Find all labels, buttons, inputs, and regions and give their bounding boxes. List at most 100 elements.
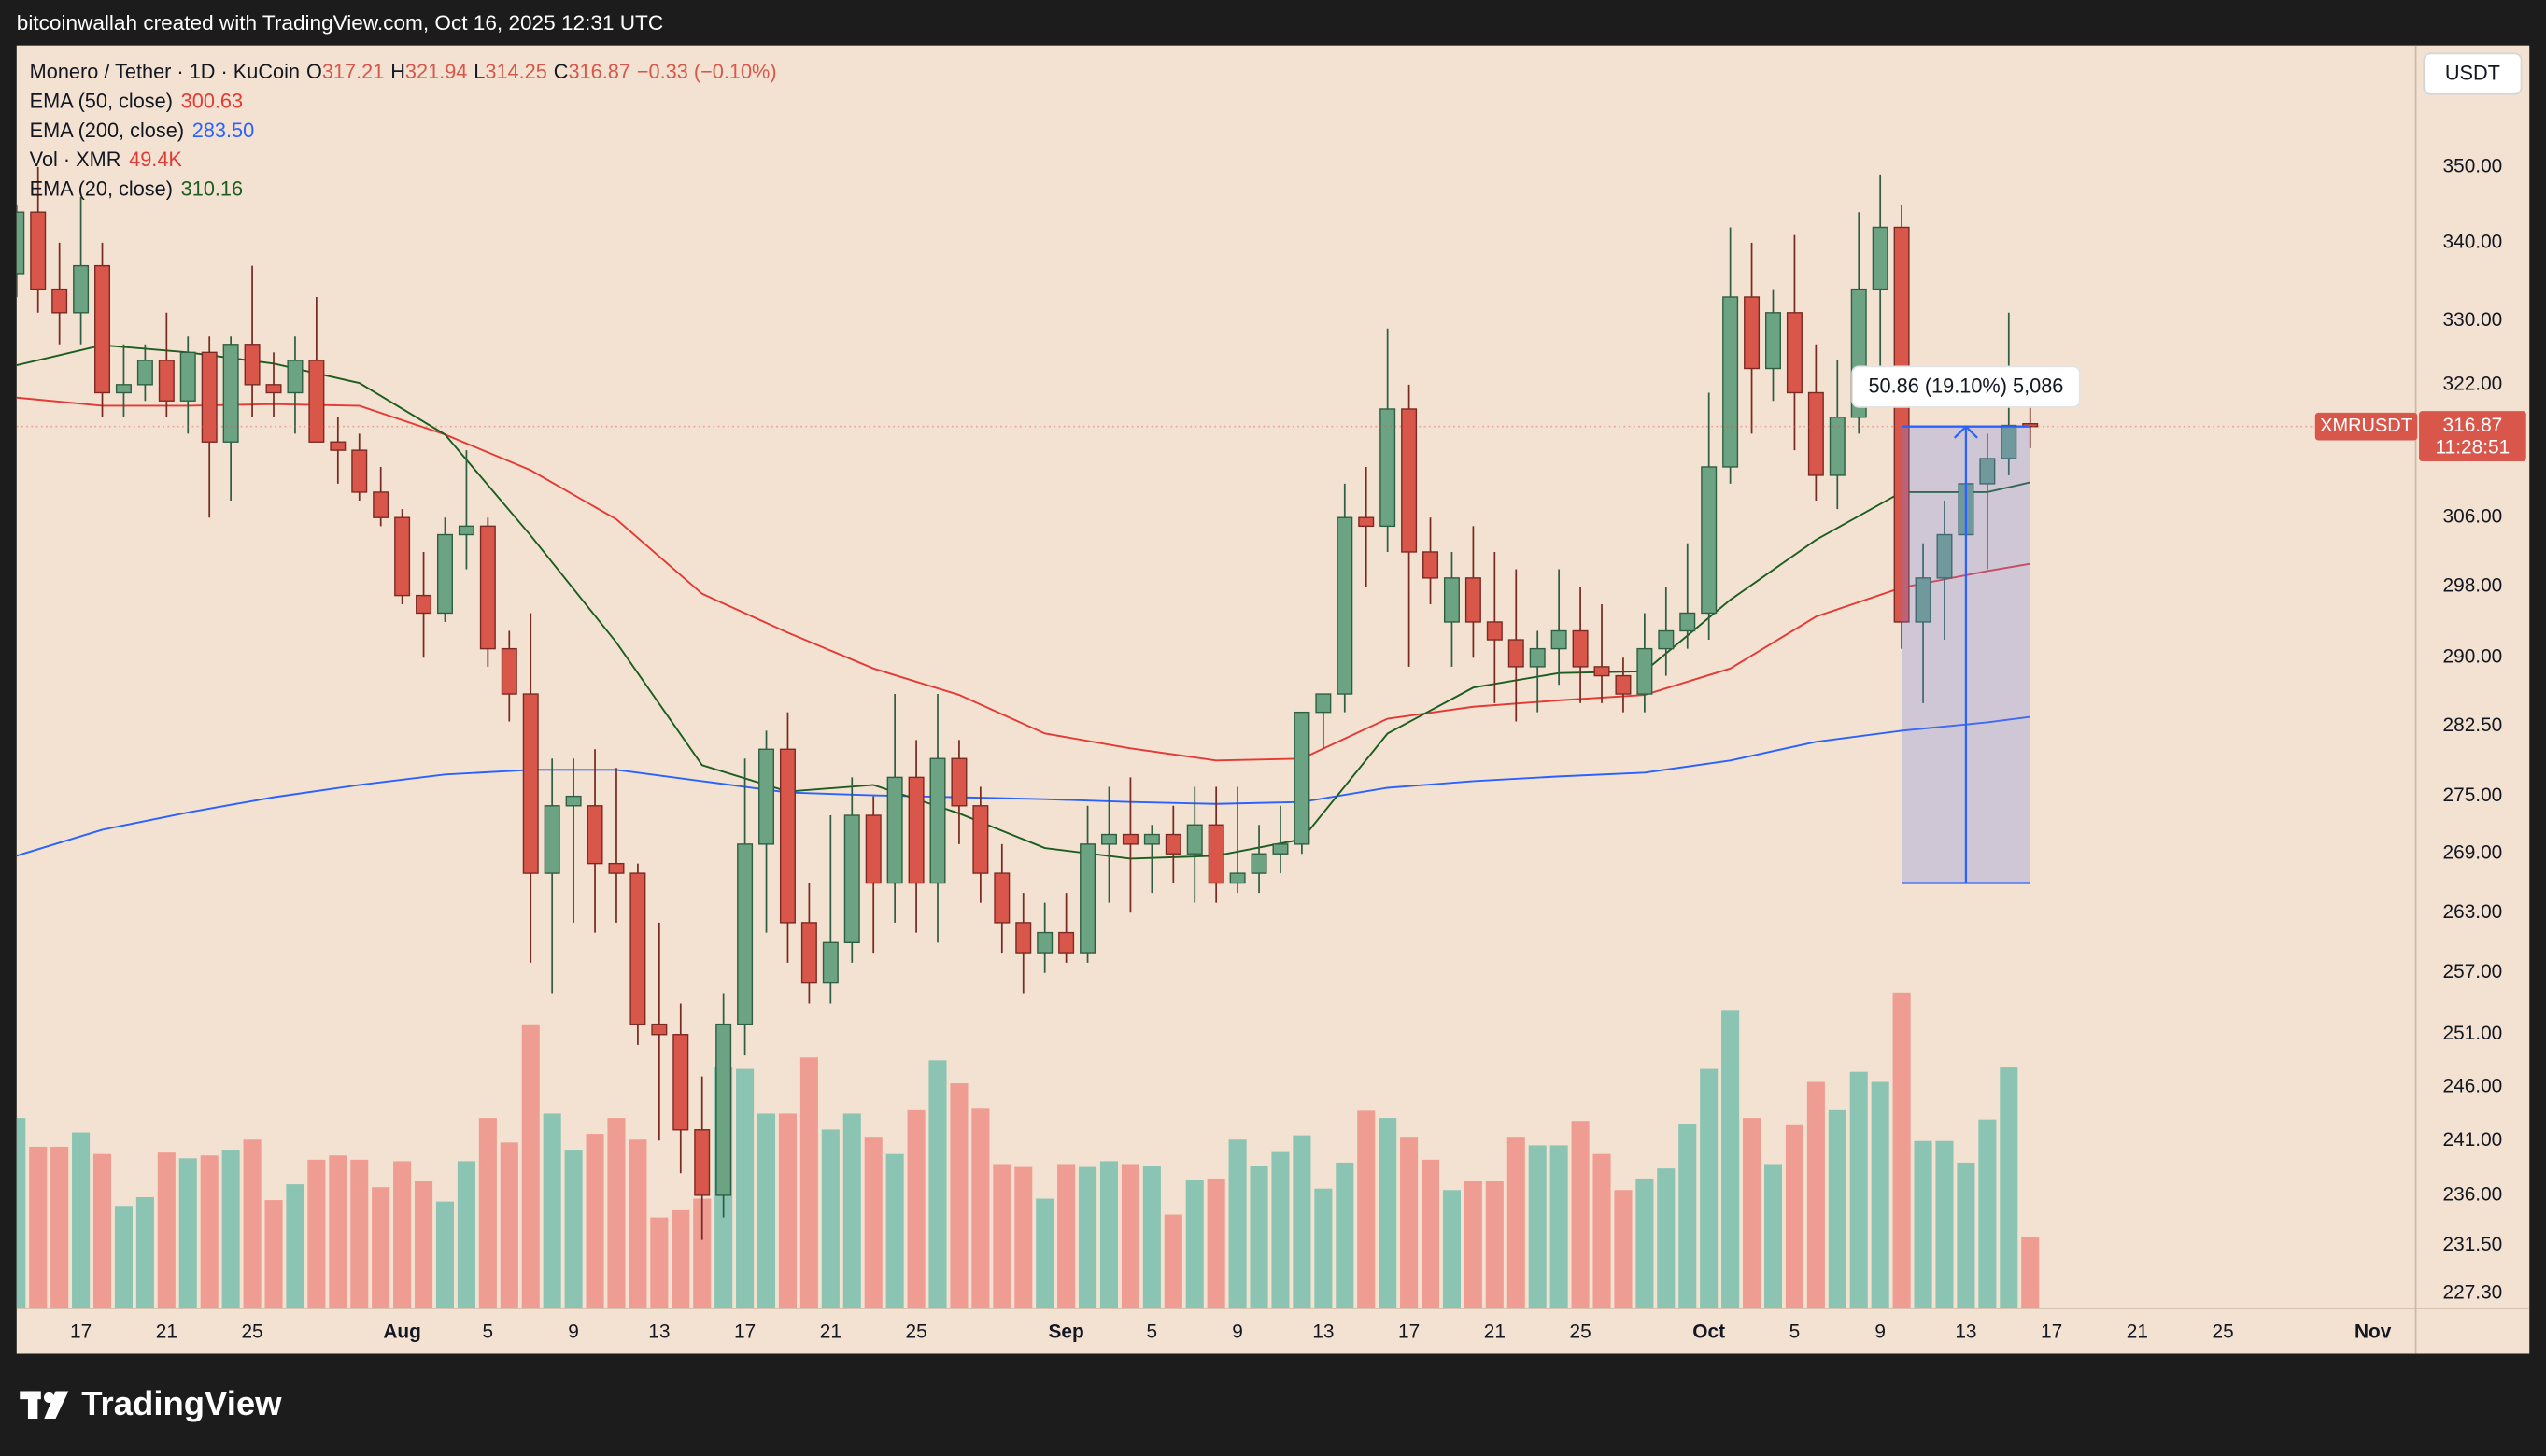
y-tick-label: 251.00: [2443, 1023, 2503, 1044]
candle-body: [94, 264, 111, 394]
y-tick-label: 282.50: [2443, 714, 2503, 736]
legend-header: Monero / Tether · 1D · KuCoin O317.21 H321…: [30, 60, 777, 83]
volume-bar: [50, 1146, 69, 1308]
legend-value: 49.4K: [129, 148, 182, 171]
x-tick-label: 17: [734, 1321, 756, 1342]
candle-body: [651, 1023, 668, 1036]
volume-bar: [221, 1150, 240, 1308]
candle-body: [1529, 647, 1546, 668]
currency-button[interactable]: USDT: [2423, 52, 2523, 95]
candle-body: [1208, 824, 1224, 884]
ohlc-value: 321.94: [405, 60, 467, 83]
candle-body: [1080, 843, 1096, 954]
currency-label[interactable]: USDT: [2445, 62, 2500, 85]
candle-body: [136, 360, 153, 386]
volume-bar: [1785, 1124, 1803, 1308]
candle-body: [694, 1129, 711, 1196]
volume-bar: [1464, 1181, 1482, 1308]
x-tick-label: 5: [1147, 1321, 1158, 1342]
branding: TradingView: [81, 1384, 282, 1422]
candle-body: [1379, 408, 1396, 528]
plot-area: [16, 166, 2416, 1308]
ohlc-value: 317.21: [322, 60, 384, 83]
measure-arrowhead: [1953, 425, 1978, 439]
volume-bar: [1485, 1181, 1504, 1308]
y-tick-label: 257.00: [2443, 961, 2503, 982]
candle-body: [458, 525, 474, 536]
volume-bar: [1099, 1161, 1119, 1308]
volume-bar: [1592, 1153, 1611, 1308]
y-tick-label: 236.00: [2443, 1183, 2503, 1205]
volume-bar: [92, 1153, 112, 1308]
volume-bar: [178, 1158, 197, 1308]
volume-bar: [821, 1129, 840, 1308]
volume-bar: [1957, 1162, 1975, 1308]
volume-bar: [1400, 1137, 1419, 1308]
volume-bar: [157, 1152, 176, 1308]
volume-bar: [1528, 1145, 1547, 1308]
x-tick-label: 9: [1874, 1321, 1886, 1342]
volume-bar: [16, 1118, 26, 1308]
candle-body: [608, 862, 625, 874]
candle-body: [30, 211, 47, 290]
candle-body: [1765, 312, 1781, 370]
change-value: −0.33 (−0.10%): [637, 60, 777, 83]
legend-item: EMA (20, close) 310.16: [30, 177, 243, 200]
candle-body: [115, 384, 132, 394]
legend: Monero / Tether · 1D · KuCoin O317.21 H321…: [30, 60, 777, 200]
candle-body: [1358, 516, 1375, 528]
candle-body: [1422, 551, 1439, 579]
volume-bar: [200, 1155, 219, 1308]
legend-name: EMA (200, close): [30, 119, 184, 142]
volume-bar: [1164, 1214, 1182, 1308]
ema-line: [16, 344, 2030, 860]
volume-bar: [457, 1161, 475, 1308]
candle-body: [73, 264, 90, 314]
y-tick-label: 350.00: [2443, 155, 2503, 177]
volume-bar: [672, 1209, 690, 1308]
candle-body: [1294, 711, 1310, 845]
candle-body: [1486, 621, 1503, 641]
candle-body: [672, 1034, 689, 1131]
volume-bar: [778, 1113, 797, 1308]
candle-body: [1251, 853, 1267, 874]
candle-body: [16, 211, 25, 275]
candle-body: [1186, 824, 1203, 855]
legend-value: 300.63: [181, 89, 243, 112]
volume-bar: [1379, 1118, 1397, 1308]
y-tick-label: 227.30: [2443, 1281, 2503, 1303]
volume-bar: [1678, 1124, 1697, 1308]
volume-bar: [586, 1134, 604, 1308]
volume-bar: [1228, 1139, 1247, 1308]
volume-bar: [1871, 1081, 1889, 1308]
x-tick-label: 17: [1398, 1321, 1420, 1342]
currency-box[interactable]: [2423, 52, 2523, 95]
legend-name: EMA (20, close): [30, 177, 173, 200]
candle-body: [544, 805, 560, 874]
candle-body: [2022, 423, 2039, 428]
x-tick-label: 9: [568, 1321, 579, 1342]
measure-label-box: [1851, 365, 2081, 408]
y-tick-label: 246.00: [2443, 1075, 2503, 1096]
candle-body: [522, 693, 539, 874]
x-tick-label: 13: [1955, 1321, 1976, 1342]
logo: [20, 1391, 69, 1420]
logo-slash: [44, 1391, 69, 1420]
volume-bar: [350, 1159, 369, 1308]
candle-body: [1615, 674, 1632, 695]
volume-bar: [1806, 1081, 1825, 1308]
volume-bar: [757, 1113, 776, 1308]
candle-body: [1037, 931, 1054, 954]
x-tick-label: 13: [1312, 1321, 1334, 1342]
volume-bar: [543, 1113, 561, 1308]
volume-bar: [1057, 1164, 1076, 1308]
candle-body: [287, 360, 304, 394]
volume-bar: [264, 1200, 283, 1308]
countdown-label: 11:28:51: [2436, 437, 2511, 459]
volume-bar: [864, 1137, 883, 1308]
candle-body: [1722, 296, 1739, 468]
legend-name: EMA (50, close): [30, 89, 173, 112]
volume-bar: [1336, 1162, 1354, 1308]
